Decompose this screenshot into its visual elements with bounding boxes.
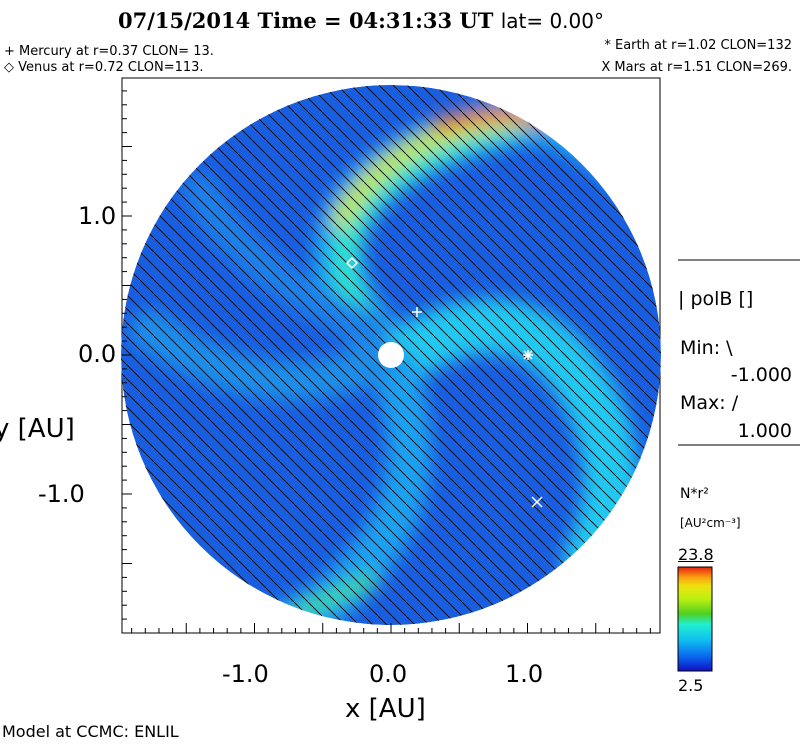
min-value: -1.000 bbox=[730, 364, 792, 386]
mercury-marker-icon bbox=[412, 307, 422, 317]
mars-marker-icon bbox=[531, 496, 543, 508]
footer-credit: Model at CCMC: ENLIL bbox=[2, 722, 179, 741]
venus-marker-icon bbox=[345, 256, 359, 270]
earth-label: * Earth at r=1.02 CLON=132 bbox=[604, 38, 792, 53]
colorbar-units: [AU²cm⁻³] bbox=[680, 516, 741, 530]
ytick-label: -1.0 bbox=[38, 480, 85, 508]
ytick-label: 1.0 bbox=[78, 202, 117, 230]
title-time: 07/15/2014 Time = 04:31:33 UT bbox=[118, 8, 494, 33]
xtick-label: 1.0 bbox=[505, 660, 544, 688]
plot-title: 07/15/2014 Time = 04:31:33 UT lat= 0.00° bbox=[118, 8, 604, 33]
xtick-label: 0.0 bbox=[369, 660, 408, 688]
ytick-label: 0.0 bbox=[78, 340, 117, 368]
y-axis-label: y [AU] bbox=[0, 414, 75, 444]
mars-label: X Mars at r=1.51 CLON=269. bbox=[601, 60, 792, 75]
earth-marker-icon bbox=[523, 350, 533, 360]
x-axis-label: x [AU] bbox=[345, 694, 426, 724]
colorbar-max: 23.8 bbox=[678, 545, 714, 564]
min-label: Min: \ bbox=[680, 337, 733, 359]
polb-label: | polB [] bbox=[678, 288, 754, 310]
axis-ticks bbox=[122, 90, 651, 633]
colorbar-min: 2.5 bbox=[678, 676, 704, 695]
sun-icon bbox=[378, 342, 404, 368]
max-label: Max: / bbox=[680, 392, 739, 414]
mercury-label: + Mercury at r=0.37 CLON= 13. bbox=[4, 44, 214, 59]
xtick-label: -1.0 bbox=[222, 660, 269, 688]
max-value: 1.000 bbox=[737, 420, 792, 442]
title-lat: lat= 0.00° bbox=[500, 9, 604, 33]
colorbar-title: N*r² bbox=[680, 486, 709, 502]
venus-label: ◇ Venus at r=0.72 CLON=113. bbox=[4, 60, 204, 75]
colorbar bbox=[677, 566, 713, 672]
